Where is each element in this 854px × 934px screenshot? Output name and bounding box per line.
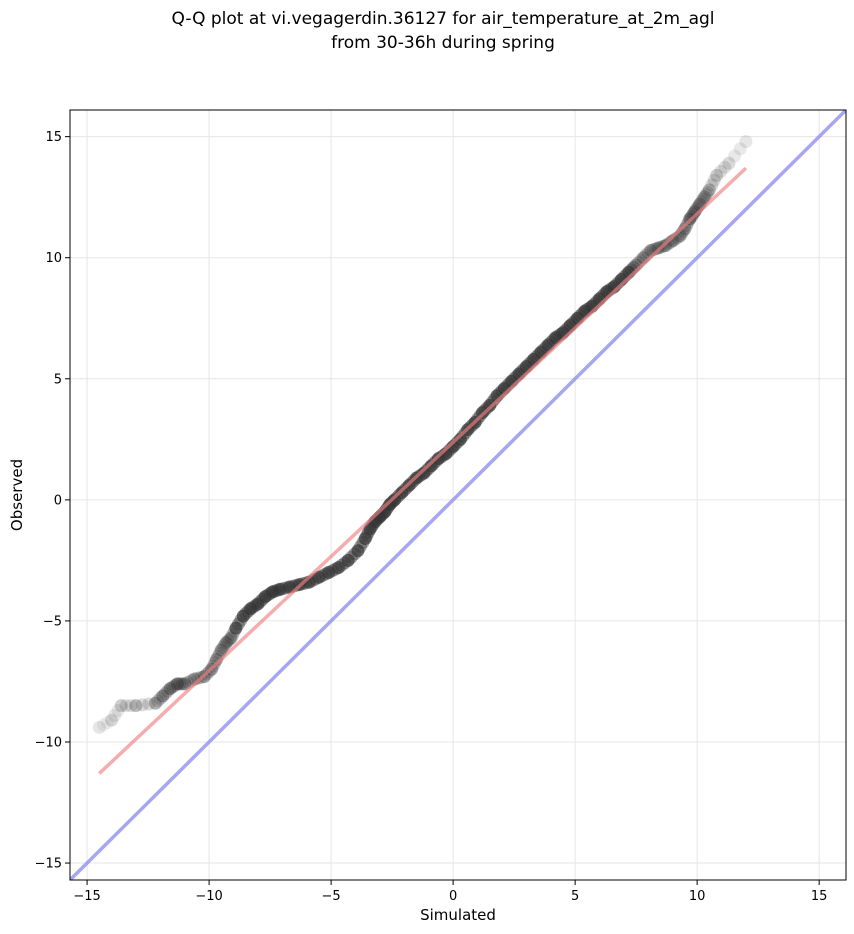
quantile-point (92, 720, 106, 734)
quantile-point (104, 713, 118, 727)
quantile-point-fill (661, 237, 675, 251)
quantile-point-fill (124, 699, 138, 713)
quantile-point-fill (714, 164, 728, 178)
y-axis-label: Observed (8, 459, 26, 531)
x-tick-label: 10 (689, 889, 706, 904)
y-tick-label: 15 (45, 130, 62, 145)
y-tick-label: 0 (54, 493, 62, 508)
quantile-point (214, 643, 228, 657)
fit-line-group (98, 166, 748, 775)
quantile-point (312, 570, 326, 584)
quantile-point (148, 696, 162, 710)
quantile-point (702, 183, 716, 197)
x-tick-label: 15 (811, 889, 828, 904)
quantile-point (229, 621, 243, 635)
grid (70, 110, 846, 880)
quantile-points (92, 134, 753, 734)
x-tick-label: −5 (322, 889, 341, 904)
quantile-point-fill (733, 142, 747, 156)
quantile-point-fill (173, 677, 187, 691)
quantile-point-fill (707, 173, 721, 187)
quantile-point (224, 631, 238, 645)
quantile-point (697, 190, 711, 204)
quantile-point-fill (175, 677, 189, 691)
quantile-point (710, 168, 724, 182)
quantile-point-fill (701, 185, 715, 199)
quantile-point (722, 156, 736, 170)
y-tick-label: −15 (35, 857, 62, 872)
y-tick-label: −5 (43, 614, 62, 629)
quantile-point-fill (216, 641, 230, 655)
quantile-point-fill (135, 698, 149, 712)
quantile-point-fill (718, 160, 732, 174)
quantile-point-fill (649, 242, 663, 256)
quantile-point-fill (686, 207, 700, 221)
quantile-point-fill (696, 193, 710, 207)
quantile-point-fill (663, 235, 677, 249)
quantile-point-fill (111, 704, 125, 718)
quantile-point (351, 544, 365, 558)
quantile-point (178, 677, 192, 691)
quantile-point-fill (218, 638, 232, 652)
quantile-point-fill (96, 718, 110, 732)
chart-title: Q-Q plot at vi.vegagerdin.36127 for air_… (171, 9, 714, 29)
quantile-point-fill (108, 708, 122, 722)
quantile-point (341, 553, 355, 567)
quantile-point-fill (728, 149, 742, 163)
x-axis-label: Simulated (420, 906, 496, 924)
quantile-point (114, 699, 128, 713)
identity-line (70, 110, 846, 880)
fit-line (98, 166, 748, 775)
x-tick-label: −15 (73, 889, 100, 904)
quantile-point-fill (151, 694, 165, 708)
quantile-point-fill (191, 671, 205, 685)
chart-subtitle: from 30-36h during spring (331, 33, 555, 53)
quantile-point (273, 582, 287, 596)
x-tick-label: 5 (571, 889, 579, 904)
quantile-point-fill (119, 699, 133, 713)
quantile-point (156, 689, 170, 703)
quantile-point (358, 532, 372, 546)
plot-frame (69, 109, 847, 881)
quantile-point-fill (221, 634, 235, 648)
y-tick-label: −10 (35, 735, 62, 750)
quantile-point-fill (100, 716, 114, 730)
quantile-point-fill (222, 632, 236, 646)
reference-lines (70, 110, 846, 880)
quantile-point (739, 134, 753, 148)
y-tick-label: 10 (45, 251, 62, 266)
y-tick-label: 5 (54, 372, 62, 387)
quantile-point-fill (161, 684, 175, 698)
quantile-point (331, 561, 345, 575)
quantile-point (322, 565, 336, 579)
quantile-point-fill (142, 697, 156, 711)
quantile-point-fill (153, 691, 167, 705)
quantile-point (678, 222, 692, 236)
quantile-point (129, 699, 143, 713)
quantile-point-fill (158, 687, 172, 701)
quantile-point (170, 677, 184, 691)
x-tick-label: −10 (195, 889, 222, 904)
axis-ticks: −15 −10 −5 0 5 10 15 −15 −10 −5 0 5 10 15 (35, 130, 828, 904)
quantile-point (219, 636, 233, 650)
quantile-point-fill (705, 178, 719, 192)
quantile-point-fill (699, 188, 713, 202)
x-tick-label: 0 (449, 889, 457, 904)
